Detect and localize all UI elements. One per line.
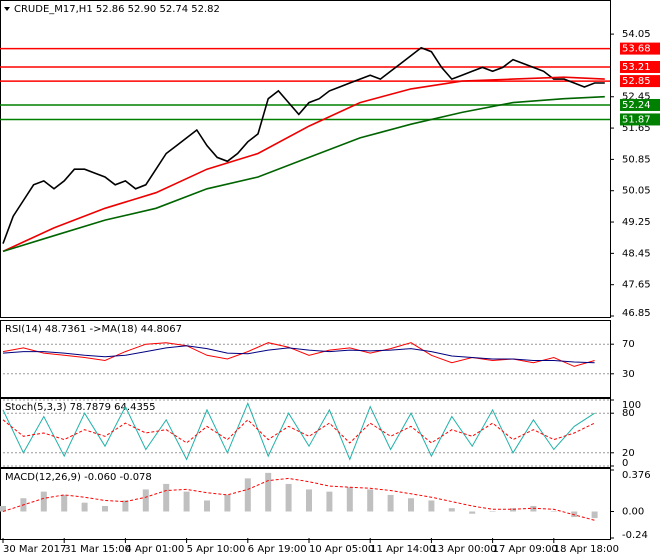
y-tick-label: 70 [622,339,635,350]
y-tick-label: 49.25 [622,217,651,228]
histogram-bar [0,505,6,512]
menu-arrow [4,7,10,11]
level-label-box [620,75,660,88]
level-label-box [620,42,660,55]
y-tick-label: 0.376 [622,470,651,481]
histogram-bar [448,508,455,512]
series-line [2,419,595,444]
y-tick-label: 30 [622,369,635,380]
indicator-title: RSI(14) 48.7361 ->MA(18) 44.8067 [5,324,182,335]
y-tick-label: 0.00 [622,507,644,518]
level-label: 51.87 [622,114,651,125]
y-tick-label: 54.05 [622,29,651,40]
y-tick-label: 52.45 [622,92,651,103]
panel-frame [0,320,611,398]
level-label-box [620,113,660,126]
histogram-bar [224,494,231,512]
chart-title: CRUDE_M17,H1 52.86 52.90 52.74 52.82 [14,4,220,15]
panel-frame [0,468,611,540]
level-label-box [620,60,660,73]
y-tick-label: 100 [622,400,641,411]
y-tick-label: 46.85 [622,308,651,319]
x-tick-label: 4 Apr 01:00 [125,544,184,555]
histogram-bar [408,498,414,512]
y-tick-label: 80 [622,408,635,419]
y-tick-label: -0.24 [622,530,648,541]
histogram-bar [306,489,312,512]
histogram-bar [591,511,598,519]
histogram-bar [122,500,129,512]
y-tick-label: 20 [622,448,635,459]
x-tick-label: 10 Apr 05:00 [309,544,374,555]
histogram-bar [326,491,333,512]
histogram-bar [469,511,476,514]
level-label-box [620,98,660,111]
series-line [2,46,605,244]
x-tick-label: 31 Mar 15:00 [64,544,131,555]
series-line [2,401,595,461]
series-line [2,477,595,521]
level-label: 52.24 [622,100,651,111]
x-tick-label: 30 Mar 2017 [3,544,66,555]
histogram-bar [61,494,68,512]
y-tick-label: 0 [622,458,628,469]
histogram-bar [81,502,88,512]
series-line [2,95,605,253]
histogram-bar [387,494,394,512]
panel-frame [0,398,611,468]
x-tick-label: 17 Apr 09:00 [493,544,558,555]
x-tick-label: 13 Apr 00:00 [431,544,496,555]
histogram-bar [40,491,47,512]
histogram-bar [571,511,578,518]
histogram-bar [142,489,149,512]
series-line [2,76,605,253]
y-tick-label: 51.65 [622,123,651,134]
histogram-bar [367,489,374,512]
x-tick-label: 6 Apr 19:00 [248,544,307,555]
indicator-title: MACD(12,26,9) -0.060 -0.078 [5,472,152,483]
histogram-bar [530,505,537,512]
histogram-bar [163,483,170,512]
x-tick-label: 18 Apr 18:00 [554,544,619,555]
indicator-title: Stoch(5,3,3) 78.7879 64.4355 [5,402,156,413]
x-tick-label: 11 Apr 14:00 [370,544,435,555]
histogram-bar [285,483,292,512]
y-tick-label: 47.65 [622,280,651,291]
histogram-bar [204,500,210,512]
level-label: 53.68 [622,44,651,55]
level-label: 52.85 [622,76,651,87]
y-tick-label: 48.45 [622,248,651,259]
histogram-bar [428,500,435,512]
x-tick-label: 5 Apr 10:00 [187,544,246,555]
y-tick-label: 50.05 [622,186,651,197]
histogram-bar [102,505,108,512]
y-tick-label: 50.85 [622,154,651,165]
histogram-bar [510,508,516,512]
histogram-bar [265,472,272,512]
histogram-bar [346,487,353,512]
histogram-bar [183,491,190,512]
histogram-bar [244,478,251,512]
series-line [2,345,595,364]
level-label: 53.21 [622,62,651,73]
series-line [2,342,595,367]
